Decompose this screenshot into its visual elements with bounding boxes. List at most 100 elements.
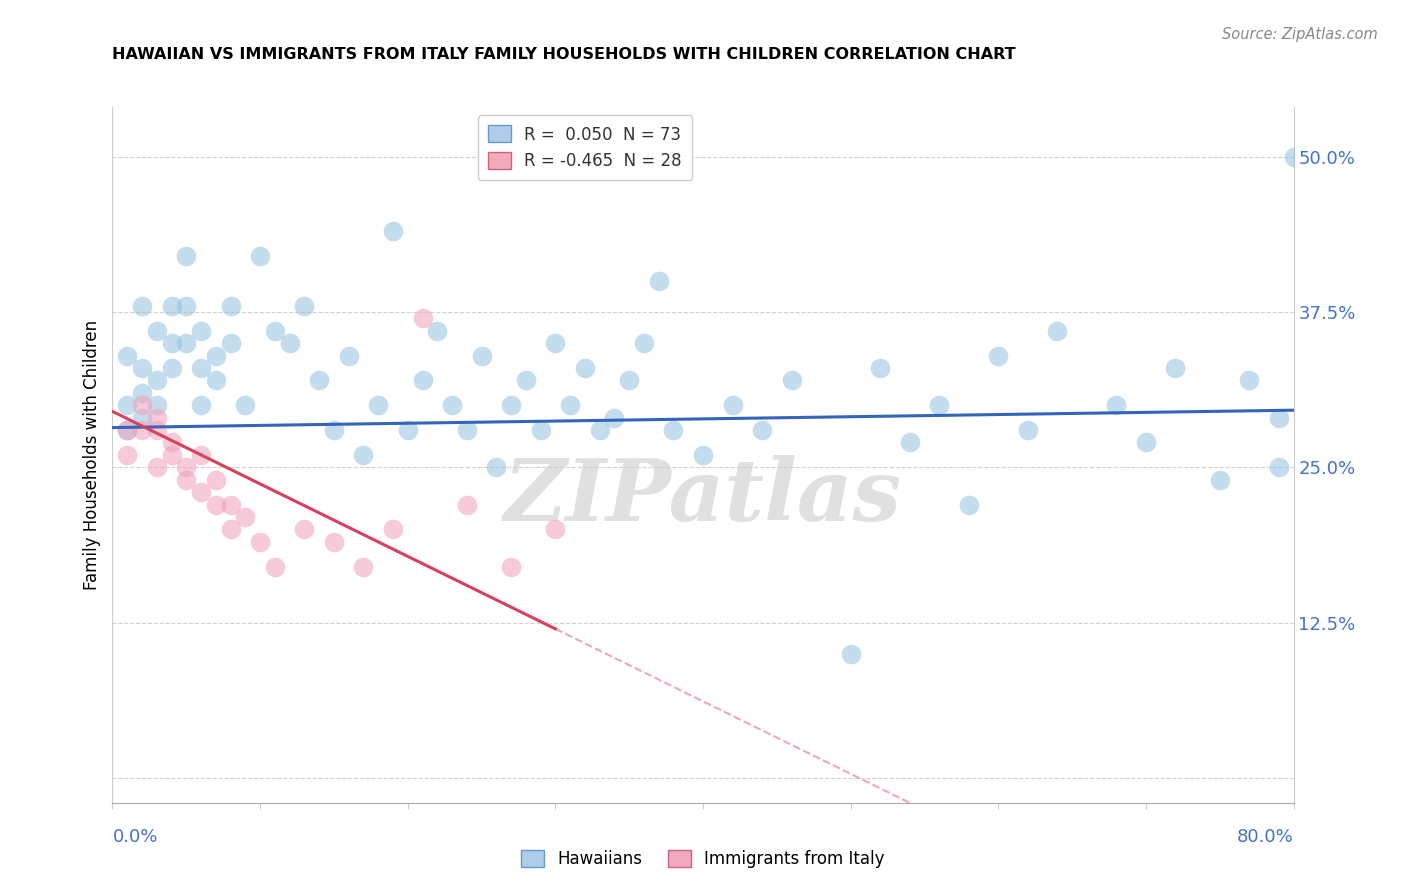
Point — [619, 373, 641, 387]
Legend: Hawaiians, Immigrants from Italy: Hawaiians, Immigrants from Italy — [515, 843, 891, 875]
Point — [411, 373, 433, 387]
Point — [146, 324, 169, 338]
Point — [205, 373, 228, 387]
Point — [146, 423, 169, 437]
Point — [117, 398, 138, 412]
Point — [160, 435, 183, 450]
Point — [544, 523, 567, 537]
Point — [839, 647, 862, 661]
Point — [205, 473, 228, 487]
Point — [352, 559, 374, 574]
Text: 0.0%: 0.0% — [112, 828, 157, 846]
Point — [264, 324, 287, 338]
Point — [174, 460, 197, 475]
Point — [190, 361, 212, 376]
Point — [1282, 150, 1305, 164]
Point — [529, 423, 551, 437]
Point — [382, 523, 405, 537]
Point — [456, 498, 478, 512]
Text: Source: ZipAtlas.com: Source: ZipAtlas.com — [1222, 27, 1378, 42]
Point — [692, 448, 714, 462]
Point — [869, 361, 891, 376]
Point — [174, 299, 197, 313]
Point — [131, 423, 153, 437]
Point — [1239, 373, 1261, 387]
Point — [411, 311, 433, 326]
Point — [470, 349, 494, 363]
Point — [1046, 324, 1069, 338]
Point — [190, 448, 212, 462]
Point — [249, 534, 271, 549]
Point — [603, 410, 626, 425]
Text: ZIPatlas: ZIPatlas — [503, 455, 903, 539]
Point — [515, 373, 537, 387]
Point — [190, 485, 212, 500]
Point — [1017, 423, 1039, 437]
Point — [898, 435, 921, 450]
Legend: R =  0.050  N = 73, R = -0.465  N = 28: R = 0.050 N = 73, R = -0.465 N = 28 — [478, 115, 692, 180]
Point — [485, 460, 508, 475]
Point — [721, 398, 744, 412]
Point — [308, 373, 330, 387]
Point — [501, 559, 523, 574]
Point — [780, 373, 803, 387]
Point — [647, 274, 671, 288]
Point — [160, 448, 183, 462]
Point — [160, 336, 183, 351]
Point — [323, 534, 346, 549]
Point — [426, 324, 449, 338]
Point — [633, 336, 655, 351]
Point — [117, 349, 138, 363]
Point — [117, 448, 138, 462]
Point — [131, 410, 153, 425]
Point — [190, 398, 212, 412]
Point — [174, 473, 197, 487]
Point — [264, 559, 287, 574]
Point — [928, 398, 950, 412]
Point — [501, 398, 523, 412]
Point — [205, 498, 228, 512]
Point — [396, 423, 419, 437]
Point — [1105, 398, 1128, 412]
Point — [146, 373, 169, 387]
Point — [987, 349, 1010, 363]
Point — [662, 423, 685, 437]
Point — [751, 423, 773, 437]
Point — [131, 361, 153, 376]
Point — [190, 324, 212, 338]
Point — [131, 398, 153, 412]
Point — [131, 299, 153, 313]
Y-axis label: Family Households with Children: Family Households with Children — [83, 320, 101, 590]
Point — [558, 398, 582, 412]
Point — [146, 398, 169, 412]
Text: 80.0%: 80.0% — [1237, 828, 1294, 846]
Point — [160, 299, 183, 313]
Point — [337, 349, 360, 363]
Point — [1268, 410, 1291, 425]
Point — [146, 460, 169, 475]
Point — [367, 398, 389, 412]
Point — [219, 299, 242, 313]
Point — [292, 299, 315, 313]
Point — [292, 523, 315, 537]
Point — [382, 224, 405, 238]
Point — [1135, 435, 1157, 450]
Point — [205, 349, 228, 363]
Point — [1164, 361, 1187, 376]
Text: HAWAIIAN VS IMMIGRANTS FROM ITALY FAMILY HOUSEHOLDS WITH CHILDREN CORRELATION CH: HAWAIIAN VS IMMIGRANTS FROM ITALY FAMILY… — [112, 47, 1017, 62]
Point — [1208, 473, 1232, 487]
Point — [117, 423, 138, 437]
Point — [323, 423, 346, 437]
Point — [146, 410, 169, 425]
Point — [278, 336, 301, 351]
Point — [174, 336, 197, 351]
Point — [588, 423, 610, 437]
Point — [456, 423, 478, 437]
Point — [233, 398, 256, 412]
Point — [219, 498, 242, 512]
Point — [174, 249, 197, 263]
Point — [441, 398, 464, 412]
Point — [544, 336, 567, 351]
Point — [117, 423, 138, 437]
Point — [1268, 460, 1291, 475]
